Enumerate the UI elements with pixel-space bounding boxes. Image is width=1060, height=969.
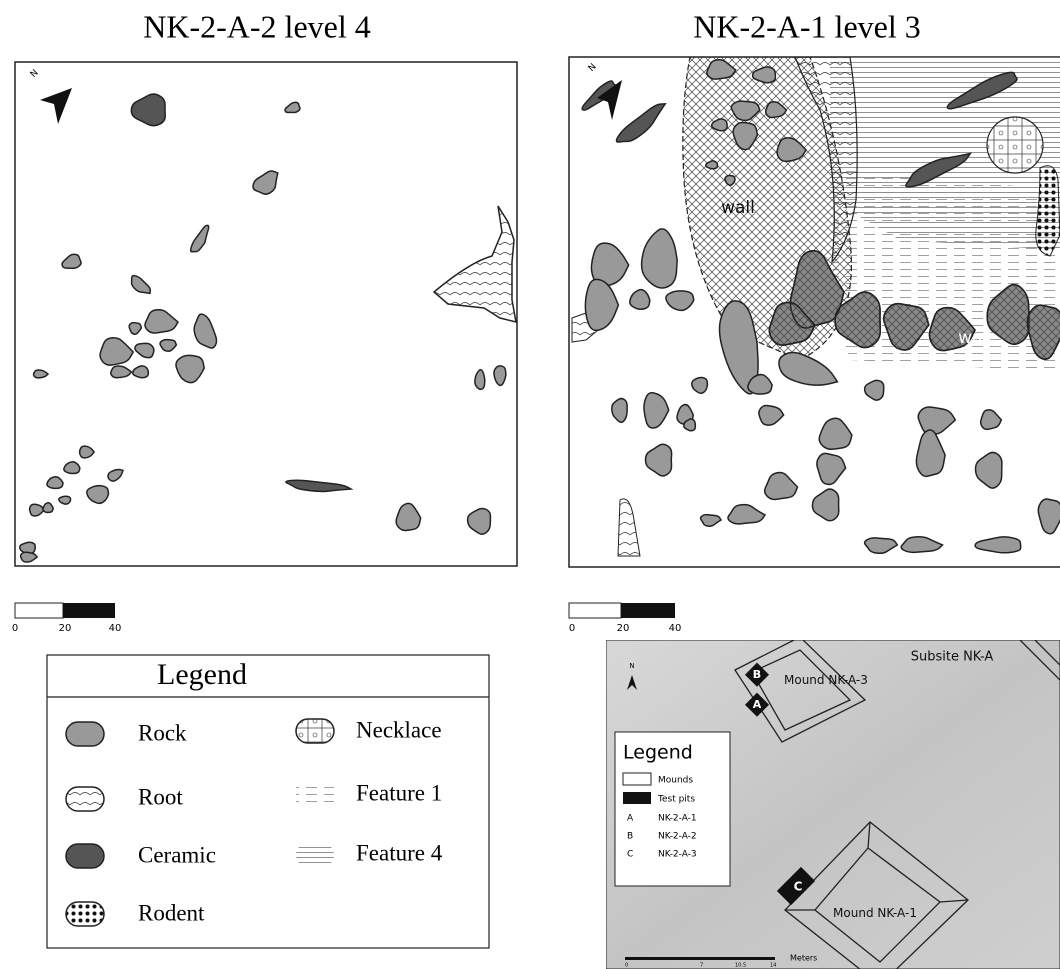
map-scale-bar — [625, 957, 775, 960]
legend-swatch — [296, 783, 334, 805]
map-legend-label: NK-2-A-3 — [658, 850, 697, 860]
scale-label: 20 — [617, 623, 630, 634]
rock — [43, 503, 53, 513]
map-legend-label: Test pits — [657, 795, 695, 805]
scale-label: 0 — [569, 623, 575, 634]
map-legend-label: NK-2-A-2 — [658, 832, 697, 842]
map-scale-label: 14 — [770, 963, 776, 969]
legend-label: Necklace — [356, 717, 442, 742]
legend-label: Feature 4 — [356, 840, 443, 865]
legend-swatch — [66, 844, 104, 868]
legend-label: Root — [138, 784, 183, 809]
map-legend-label: Mounds — [658, 776, 693, 786]
map-legend-code: C — [627, 850, 633, 860]
scale-label: 0 — [12, 623, 18, 634]
legend-swatch — [66, 787, 104, 811]
legend-title: Legend — [157, 658, 247, 691]
site-map: Subsite NK-A N Mound NK-A-3 Mound NK-A-1… — [606, 637, 1060, 969]
legend-swatch — [623, 792, 651, 804]
test-pit-label: A — [753, 698, 762, 711]
scale-bar — [15, 603, 63, 618]
map-scale-label: 7 — [700, 963, 703, 969]
mound-label: Mound NK-A-1 — [833, 906, 917, 920]
page: NK-2-A-2 level 4 NK-2-A-1 level 3 N 0 20… — [0, 0, 1060, 969]
test-pit-label: B — [753, 668, 761, 681]
annotation: wall — [721, 198, 755, 218]
test-pit-label: C — [794, 880, 803, 894]
map-legend-code: A — [627, 814, 634, 824]
rock — [725, 176, 735, 186]
map-scale-label: 0 — [625, 963, 628, 969]
map-scale-label: 10.5 — [735, 963, 746, 969]
map-scale-unit: Meters — [790, 954, 817, 963]
rock — [47, 477, 63, 489]
scale-bar — [63, 603, 115, 618]
legend-swatch — [66, 722, 104, 746]
map-legend-title: Legend — [623, 742, 693, 764]
panel-title: NK-2-A-1 level 3 — [693, 8, 920, 44]
legend-label: Rock — [138, 720, 187, 745]
necklace — [987, 117, 1043, 173]
legend-label: Feature 1 — [356, 780, 442, 805]
legend-swatch — [296, 719, 334, 743]
north-label: N — [629, 662, 634, 670]
panel-title: NK-2-A-2 level 4 — [143, 8, 370, 44]
scale-label: 40 — [669, 623, 682, 634]
rodent — [1036, 166, 1060, 256]
rock — [59, 496, 71, 504]
scale-bar — [569, 603, 621, 618]
legend-swatch — [623, 773, 651, 785]
legend-swatch — [296, 843, 334, 867]
legend-swatch — [66, 902, 104, 926]
rock — [706, 161, 718, 169]
scale-label: 20 — [59, 623, 72, 634]
mound-label: Mound NK-A-3 — [784, 673, 868, 687]
map-legend-code: B — [627, 832, 633, 842]
figure: NK-2-A-2 level 4 NK-2-A-1 level 3 N 0 20… — [0, 0, 1060, 969]
subsite-label: Subsite NK-A — [911, 650, 994, 665]
legend-label: Rodent — [138, 900, 205, 925]
scale-label: 40 — [109, 623, 122, 634]
annotation: wall — [958, 328, 992, 348]
map-legend-label: NK-2-A-1 — [658, 814, 697, 824]
legend-label: Ceramic — [138, 842, 216, 867]
scale-bar — [621, 603, 675, 618]
